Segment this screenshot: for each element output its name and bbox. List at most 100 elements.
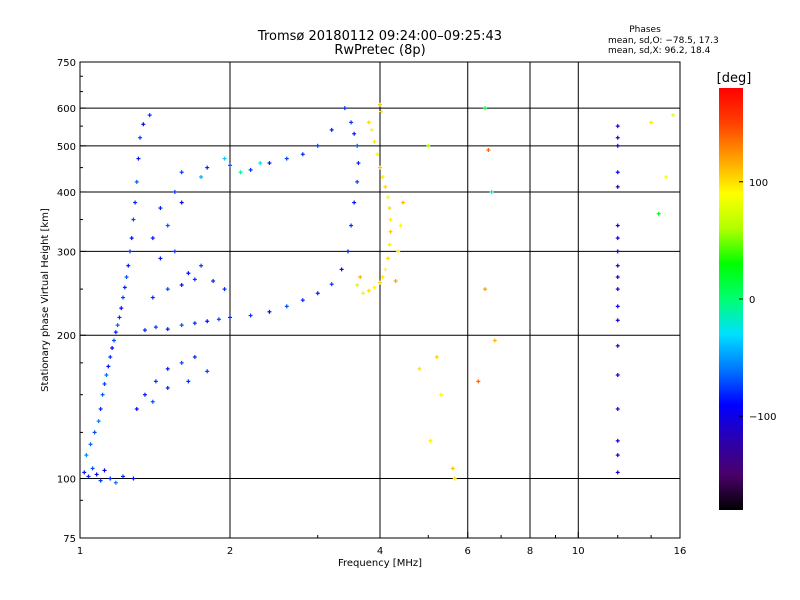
data-point <box>342 106 347 111</box>
data-point <box>199 174 204 179</box>
data-point <box>138 135 143 140</box>
data-point <box>113 480 118 485</box>
data-point <box>134 179 139 184</box>
data-point <box>315 291 320 296</box>
data-point <box>142 328 147 333</box>
data-point <box>90 466 95 471</box>
data-point <box>179 200 184 205</box>
data-point <box>179 283 184 288</box>
axis-ticks: 1 2 4 6 8 10 16 75 100 200 300 400 500 600 750 <box>57 58 686 557</box>
data-point <box>110 346 115 351</box>
colorbar-ticks: 100 0 −100 <box>739 178 776 423</box>
data-point <box>352 131 357 136</box>
data-point <box>385 256 390 261</box>
x-tick-label: 16 <box>674 546 687 557</box>
data-point <box>111 338 116 343</box>
data-point <box>267 161 272 166</box>
data-point <box>84 453 89 458</box>
data-point <box>165 366 170 371</box>
data-point <box>378 280 382 285</box>
data-point <box>352 200 357 205</box>
stats-line-o: mean, sd,O: −78.5, 17.3 <box>608 36 719 46</box>
data-point <box>615 287 620 292</box>
data-point <box>450 466 455 471</box>
data-point <box>199 263 204 268</box>
data-point <box>372 139 377 144</box>
data-point <box>128 249 133 254</box>
x-tick-label: 4 <box>377 546 383 557</box>
data-point <box>136 156 141 161</box>
data-point <box>186 379 191 384</box>
data-point <box>113 330 118 335</box>
stats-line-x: mean, sd,X: 96.2, 18.4 <box>608 46 711 56</box>
data-point <box>378 165 382 170</box>
data-point <box>358 275 363 280</box>
data-point <box>106 364 111 369</box>
data-point <box>205 165 210 170</box>
data-point <box>141 122 146 127</box>
data-point <box>119 306 124 311</box>
data-point <box>355 283 360 288</box>
data-point <box>383 184 388 189</box>
y-axis-label: Stationary phase Virtual Height [km] <box>40 208 51 392</box>
data-point <box>284 304 289 309</box>
data-point <box>671 113 676 118</box>
data-point <box>434 355 439 360</box>
data-point <box>192 321 197 326</box>
data-point <box>615 184 620 189</box>
data-point <box>656 211 661 216</box>
data-point <box>192 355 197 360</box>
data-point <box>379 109 384 114</box>
data-point <box>267 309 272 314</box>
x-tick-label: 2 <box>227 546 233 557</box>
data-point <box>179 360 184 365</box>
data-point <box>452 476 457 481</box>
data-point <box>165 385 170 390</box>
data-point <box>349 120 354 125</box>
data-point <box>153 379 158 384</box>
data-point <box>378 102 382 107</box>
data-point <box>385 195 390 200</box>
data-point <box>186 271 191 276</box>
data-point <box>172 249 177 254</box>
data-point <box>121 295 126 300</box>
data-point <box>82 470 87 475</box>
data-point <box>150 399 155 404</box>
data-point <box>86 474 91 479</box>
data-point <box>142 392 147 397</box>
data-point <box>615 343 620 348</box>
data-point <box>615 438 620 443</box>
data-point <box>133 200 138 205</box>
x-tick-label: 10 <box>572 546 585 557</box>
data-point <box>486 147 491 152</box>
x-axis-label: Frequency [MHz] <box>338 558 422 569</box>
data-point <box>615 170 620 175</box>
data-point <box>649 120 654 125</box>
data-point <box>98 406 103 411</box>
data-point <box>492 338 497 343</box>
data-point <box>615 223 620 228</box>
data-point <box>315 143 320 148</box>
data-point <box>165 223 170 228</box>
data-point <box>388 217 393 222</box>
data-point <box>615 124 620 129</box>
data-points <box>82 102 676 485</box>
y-tick-label: 500 <box>57 142 76 153</box>
data-point <box>205 319 210 324</box>
data-point <box>179 170 184 175</box>
data-point <box>108 355 113 360</box>
data-point <box>108 476 113 481</box>
data-point <box>393 279 398 284</box>
data-point <box>372 285 377 290</box>
data-point <box>211 279 216 284</box>
data-point <box>150 295 155 300</box>
data-point <box>615 304 620 309</box>
data-point <box>387 206 392 211</box>
data-point <box>387 242 392 247</box>
data-point <box>615 143 620 148</box>
data-point <box>102 381 107 386</box>
data-point <box>489 189 494 194</box>
colorbar-label: [deg] <box>717 71 752 86</box>
data-point <box>388 229 393 234</box>
y-tick-label: 400 <box>57 188 76 199</box>
